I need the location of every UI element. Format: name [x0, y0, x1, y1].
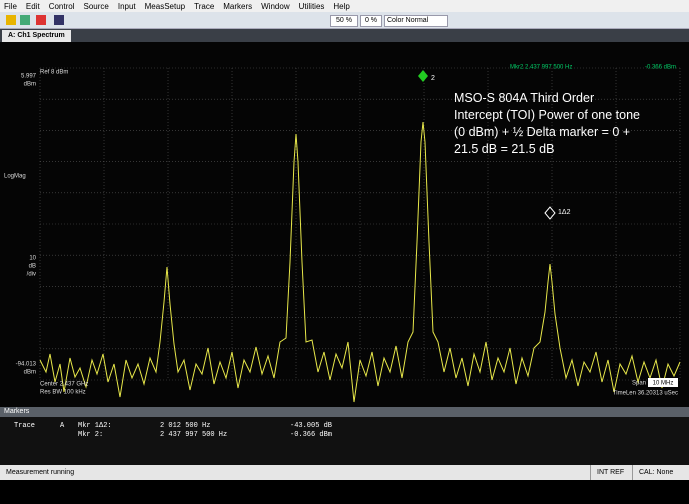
marker-cell: Mkr 2:: [78, 431, 104, 439]
marker-cell: A: [60, 422, 65, 430]
markers-title: Markers: [0, 407, 689, 417]
trace: [39, 121, 681, 403]
marker-value: -0.366 dBm: [645, 65, 676, 71]
menu-item[interactable]: Trace: [194, 1, 215, 11]
toolbar-icons: [6, 15, 126, 25]
scale-value: 10: [29, 256, 36, 262]
ref-status: INT REF: [590, 465, 624, 480]
status-bar: Measurement running INT REF CAL: None: [0, 465, 689, 480]
span-field[interactable]: [648, 378, 678, 387]
scale-div: /div: [27, 272, 36, 278]
marker-cell: Mkr 1Δ2:: [78, 422, 112, 430]
menu-item[interactable]: Window: [261, 1, 290, 11]
annotation-box: MSO-S 804A Third Order Intercept (TOI) P…: [454, 91, 640, 156]
marker-readout: Mkr2 2.437 997 500 Hz: [510, 65, 572, 71]
top-value: 5.997: [21, 74, 37, 80]
zoom-field[interactable]: 50 %: [330, 15, 358, 27]
marker-cell: 2 012 500 Hz: [160, 422, 211, 430]
menu-item[interactable]: Input: [117, 1, 136, 11]
marker-cell: 2 437 997 500 Hz: [160, 431, 228, 439]
color-select[interactable]: Color Normal: [384, 15, 448, 27]
center-freq: Center 2.437 GHz: [40, 382, 88, 388]
menu-bar: File Edit Control Source Input MeasSetup Trace…: [0, 0, 689, 12]
menu-item[interactable]: Markers: [223, 1, 253, 11]
marker-cell: -43.005 dB: [290, 422, 333, 430]
format: LogMag: [4, 174, 26, 180]
menu-item[interactable]: File: [4, 1, 17, 11]
cal-status: CAL: None: [632, 465, 673, 480]
menu-item[interactable]: Source: [83, 1, 109, 11]
status-message: Measurement running: [6, 469, 75, 476]
top-unit: dBm: [24, 82, 36, 88]
res-bw: Res BW 100 kHz: [40, 390, 86, 396]
menu-item[interactable]: Help: [333, 1, 350, 11]
tab[interactable]: A: Ch1 Spectrum: [2, 30, 71, 42]
ref-level: Ref 8 dBm: [40, 70, 68, 76]
toolbar: 50 % 0 % Color Normal: [0, 12, 689, 29]
bottom-value: -94.013: [16, 362, 37, 368]
annotation: MSO-S 804A Third Order Intercept (TOI) P…: [454, 91, 640, 156]
marker-2-label: 2: [431, 75, 435, 82]
offset-field[interactable]: 0 %: [360, 15, 382, 27]
marker-1d2-label: 1Δ2: [558, 209, 571, 216]
bottom-unit: dBm: [24, 370, 36, 376]
grid: [39, 67, 681, 381]
spectrum-plot: 2 1Δ2 Ref 8 dBm Mkr2 2.437 997 500 Hz -0…: [0, 42, 689, 407]
timelen: TimeLen 36.20313 uSec: [613, 391, 678, 397]
marker-cell: Trace: [14, 422, 36, 430]
tab-bar: [0, 29, 689, 42]
span-label: Span: [632, 381, 646, 387]
marker-1d2-symbol: [544, 206, 556, 220]
marker-cell: -0.366 dBm: [290, 431, 333, 439]
scale-unit: dB: [29, 264, 36, 270]
menu-item[interactable]: Utilities: [298, 1, 325, 11]
menu-item[interactable]: Control: [48, 1, 75, 11]
marker-2-symbol: [418, 70, 428, 82]
plot-background: [0, 42, 689, 407]
menu-item[interactable]: Edit: [25, 1, 40, 11]
menu-item[interactable]: MeasSetup: [144, 1, 186, 11]
span-value: 10 MHz: [653, 381, 674, 387]
